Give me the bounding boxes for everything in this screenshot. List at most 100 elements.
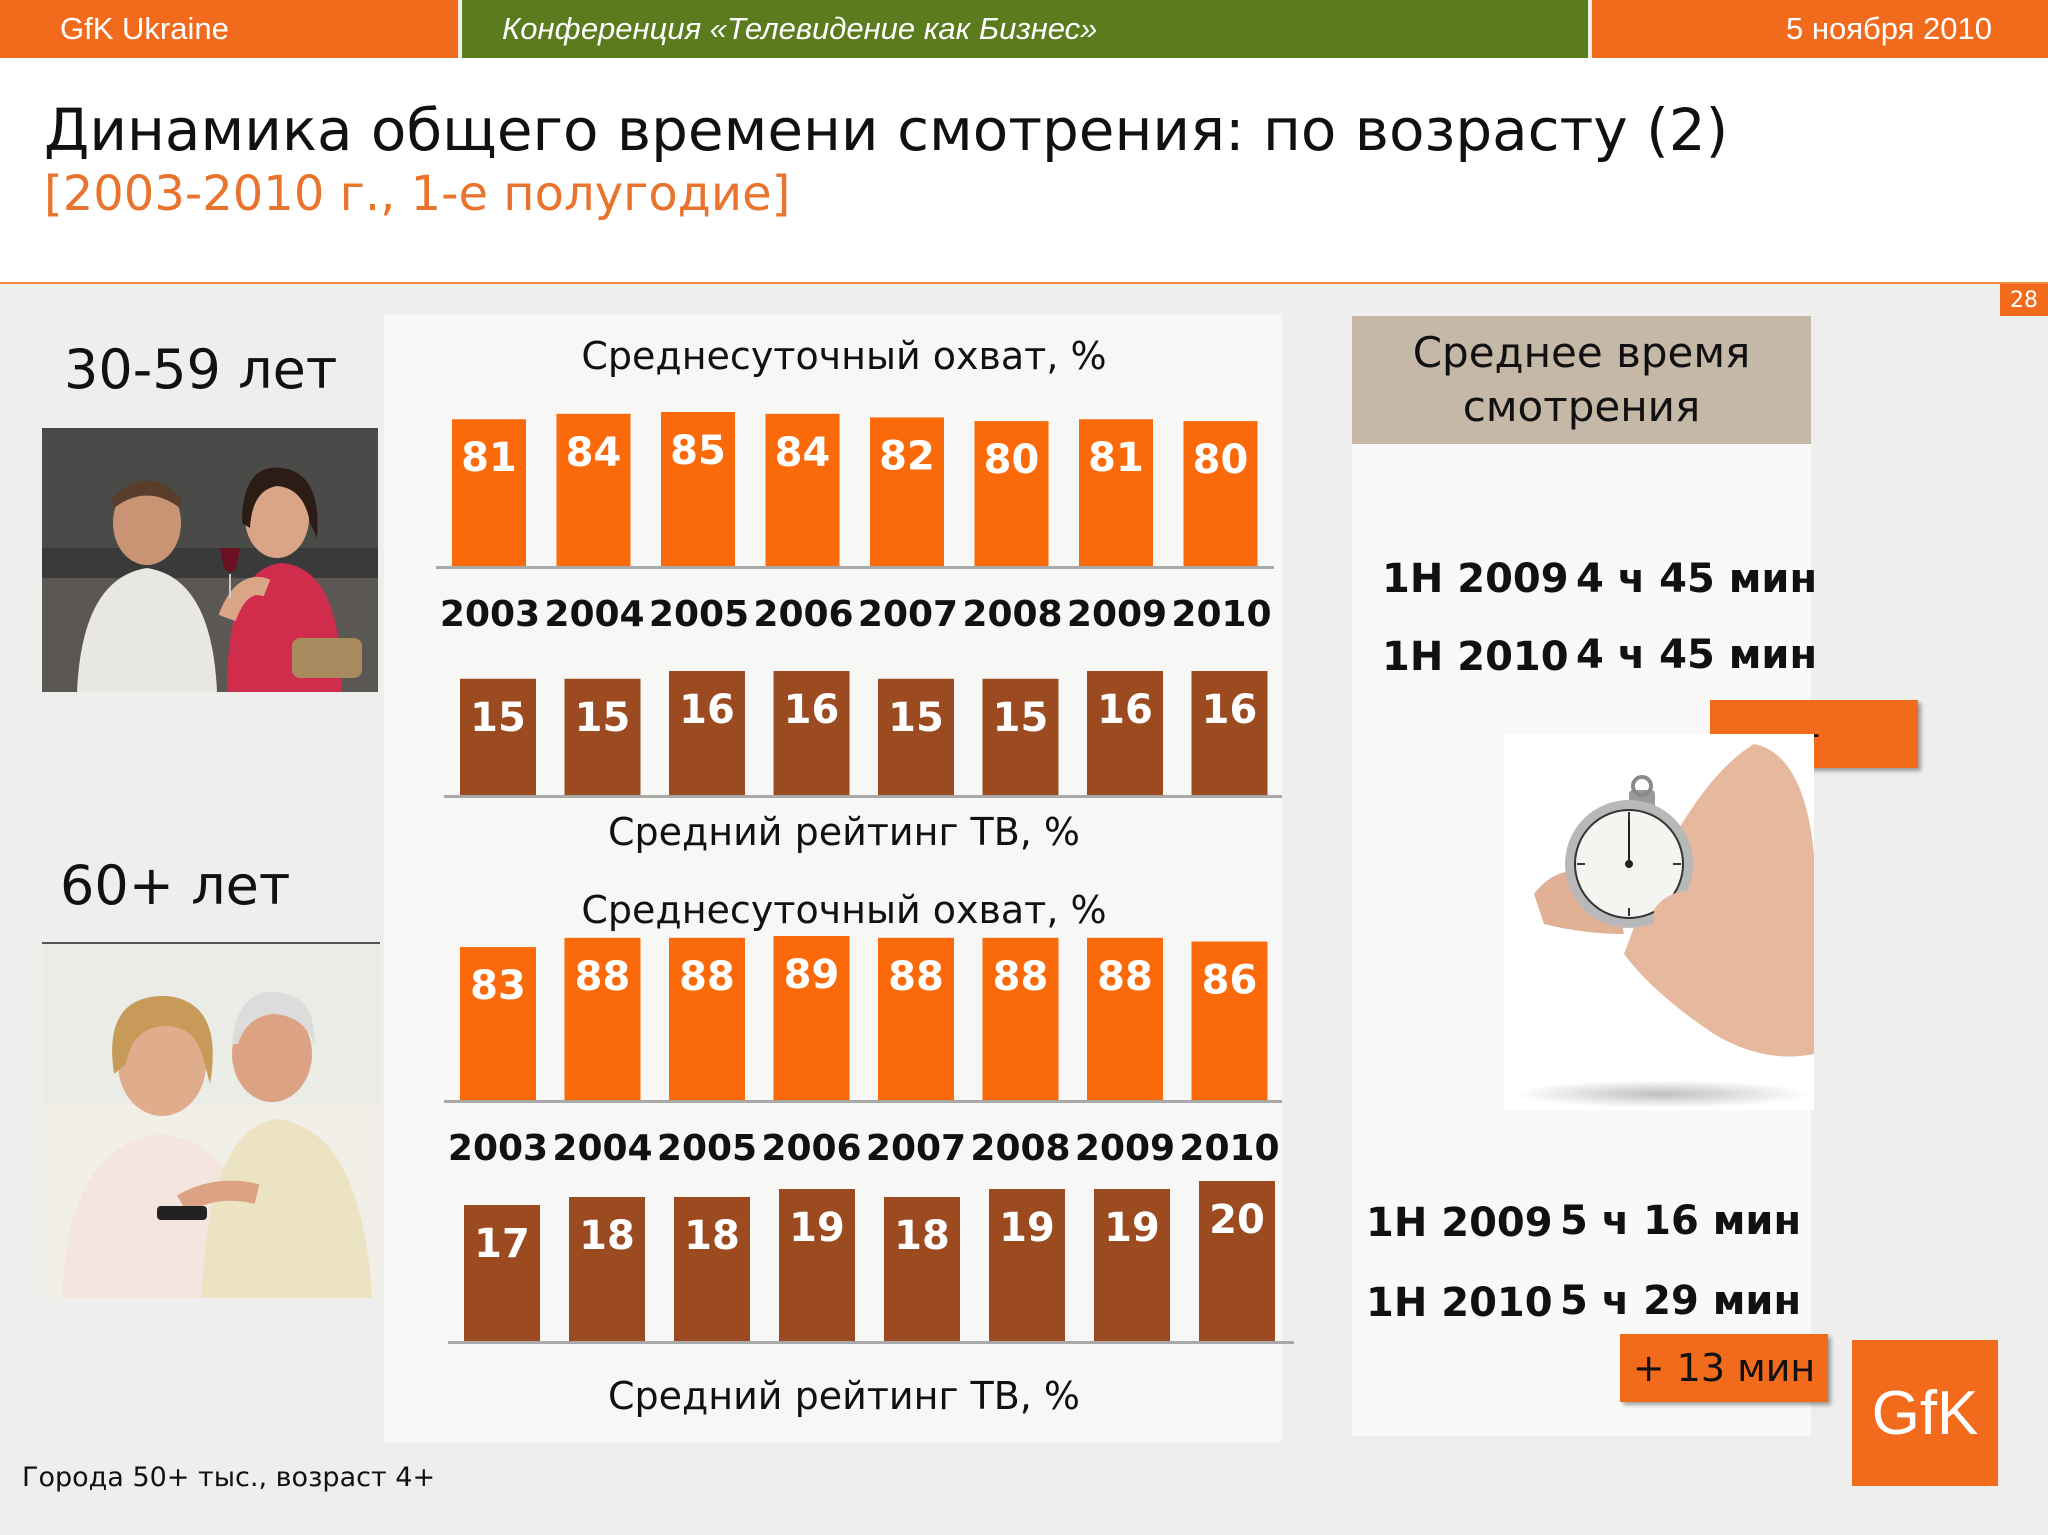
bar-2003 [460,678,536,795]
x-tick-label: 2010 [1171,594,1271,635]
bar-2004 [569,1197,645,1341]
stopwatch-photo [1504,734,1814,1110]
bar-value-label: 82 [879,433,935,479]
gfk-logo: GfK [1852,1340,1998,1486]
x-tick-label: 2005 [657,1128,757,1169]
time-row-group1-2010: 1H 2010 [1382,634,1569,680]
time-value-group1-2010: 4 ч 45 мин [1576,632,1818,678]
bar-2008 [982,678,1059,795]
age-group-label-1: 30-59 лет [64,338,338,401]
time-row-group2-2009: 1H 2009 [1366,1200,1553,1246]
age-divider [42,942,380,944]
bar-value-label: 15 [888,695,944,741]
x-tick-label: 2004 [552,1128,652,1169]
viewing-time-header-line2: смотрения [1462,382,1701,431]
bar-value-label: 16 [784,687,840,733]
chart-title-rating-2: Средний рейтинг ТВ, % [607,1374,1081,1418]
time-value-group2-2009: 5 ч 16 мин [1560,1198,1802,1244]
bar-2006 [779,1189,855,1341]
x-tick-label: 2006 [761,1128,861,1169]
x-tick-label: 2007 [866,1128,966,1169]
x-tick-label: 2008 [970,1128,1070,1169]
x-tick-label: 2007 [858,594,958,635]
bar-value-label: 80 [984,437,1040,483]
bar-value-label: 81 [461,435,517,481]
bar-value-label: 19 [789,1205,845,1251]
bar-value-label: 17 [474,1221,530,1267]
bar-value-label: 89 [784,952,840,998]
bar-2007 [878,678,954,795]
bar-2003 [452,419,526,566]
bar-value-label: 88 [1097,954,1153,1000]
x-tick-label: 2006 [753,594,853,635]
x-tick-label: 2009 [1067,594,1167,635]
x-tick-label: 2004 [544,594,644,635]
bar-2009 [1094,1189,1170,1341]
viewing-time-header: Среднее время смотрения [1352,316,1811,444]
bar-value-label: 84 [775,430,831,476]
x-tick-label: 2009 [1075,1128,1175,1169]
time-period: 1H 2009 [1366,1200,1553,1246]
chart-1: 81 84 85 84 82 80 81 80 2003 2004 2005 2006 2007 2008… [436,412,1274,635]
bar-value-label: 19 [999,1205,1055,1251]
bar-value-label: 20 [1209,1197,1265,1243]
conference-name: Конференция «Телевидение как Бизнес» [462,0,1588,58]
time-row-group2-2010: 1H 2010 [1366,1280,1553,1326]
bar-value-label: 81 [1088,435,1144,481]
bar-2004 [564,678,641,795]
bar-value-label: 16 [679,687,735,733]
bar-2003 [460,947,536,1100]
time-value-group2-2010: 5 ч 29 мин [1560,1278,1802,1324]
header-divider [0,282,2048,284]
bar-value-label: 15 [470,695,526,741]
gfk-logo-text: GfK [1871,1378,1979,1448]
bar-value-label: 18 [684,1213,740,1259]
bar-value-label: 83 [470,963,526,1009]
bar-value-label: 85 [670,428,726,474]
bar-2010 [1199,1181,1275,1341]
bar-2010 [1191,941,1268,1100]
bar-2008 [989,1189,1065,1341]
bar-2009 [1087,937,1163,1100]
bar-2008 [982,937,1059,1100]
bar-2007 [884,1197,960,1341]
x-tick-label: 2005 [649,594,749,635]
bar-value-label: 88 [888,954,944,1000]
chart-4: 17 18 18 19 18 19 19 20 [448,1181,1294,1344]
bar-value-label: 16 [1097,687,1153,733]
x-tick-label: 2010 [1179,1128,1279,1169]
bar-value-label: 15 [575,695,631,741]
bar-2006 [773,671,850,795]
bar-2006 [765,413,840,566]
chart-3: 83 88 88 89 88 88 88 86 2003 2004 2005 2006 2007 2008… [444,936,1282,1169]
bar-2007 [870,417,944,566]
viewing-time-header-line1: Среднее время [1412,328,1751,377]
bar-value-label: 16 [1202,687,1258,733]
page-title: Динамика общего времени смотрения: по во… [44,96,1729,164]
bar-2004 [564,937,641,1100]
chart-2: 15 15 16 16 15 15 16 16 [444,671,1282,798]
chart-title-reach-2: Среднесуточный охват, % [581,888,1107,932]
bar-value-label: 88 [575,954,631,1000]
stopwatch-shadow [1512,1080,1812,1108]
bar-2006 [773,936,850,1100]
header-area [0,58,2048,282]
bar-2007 [878,937,954,1100]
bar-2005 [669,937,745,1100]
x-tick-label: 2003 [440,594,540,635]
bar-value-label: 80 [1193,437,1249,483]
bar-2009 [1079,419,1153,566]
time-period: 1H 2010 [1366,1280,1553,1326]
x-tick-label: 2008 [962,594,1062,635]
time-value-group1-2009: 4 ч 45 мин [1576,556,1818,602]
bar-2010 [1191,671,1268,795]
bar-2008 [974,421,1049,566]
bar-value-label: 18 [579,1213,635,1259]
bar-value-label: 88 [993,954,1049,1000]
x-tick-label: 2003 [448,1128,548,1169]
bar-value-label: 18 [894,1213,950,1259]
age-group-label-2: 60+ лет [60,854,291,917]
time-row-group1-2009: 1H 2009 [1382,556,1569,602]
bar-value-label: 88 [679,954,735,1000]
